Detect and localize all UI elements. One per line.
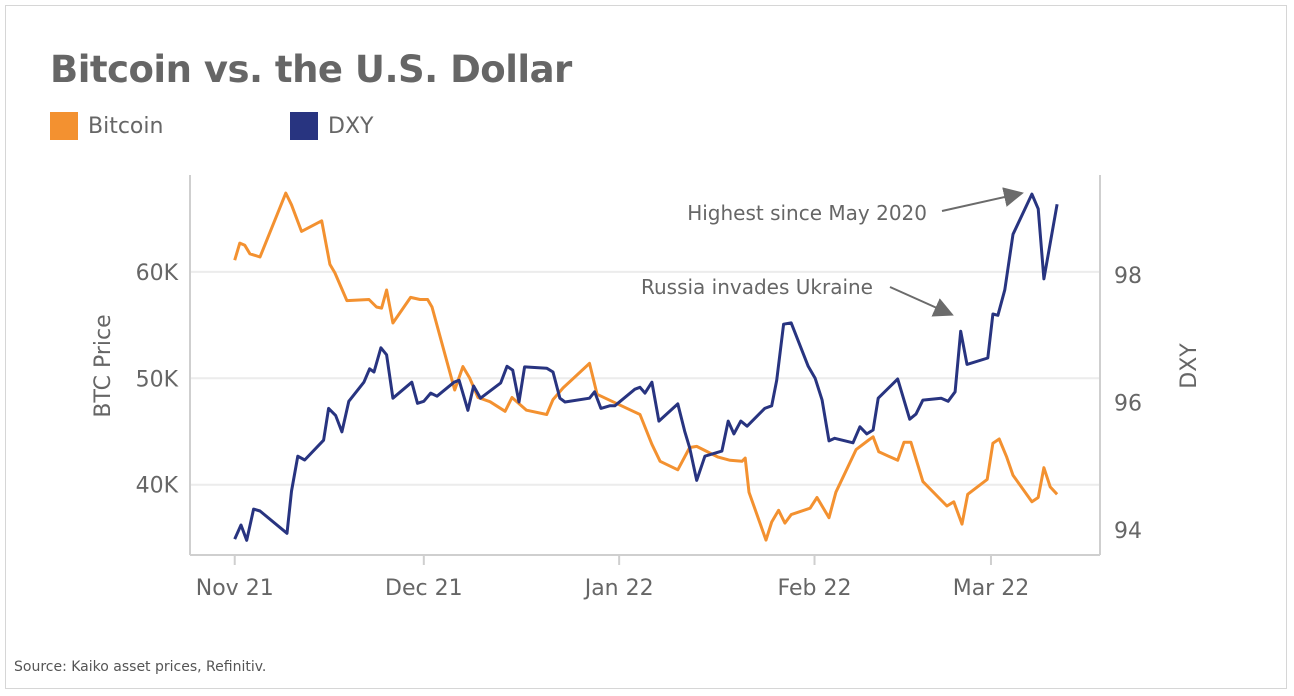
x-tick-label: Jan 22 [583, 576, 654, 601]
x-tick-label: Mar 22 [953, 576, 1030, 601]
series-line-dxy [233, 192, 1059, 542]
annotation-arrow-highest [941, 187, 1024, 212]
legend-item-dxy: DXY [290, 112, 373, 140]
legend-swatch-dxy [290, 112, 318, 140]
x-tick-label: Nov 21 [196, 576, 274, 601]
y-right-tick-label: 94 [1114, 519, 1142, 544]
y-left-tick-label: 60K [136, 261, 179, 286]
chart-frame [5, 5, 1287, 689]
y-right-tick-label: 98 [1114, 264, 1142, 289]
legend-item-bitcoin: Bitcoin [50, 112, 163, 140]
legend-swatch-bitcoin [50, 112, 78, 140]
series-line-bitcoin [233, 191, 1059, 542]
y-right-axis-title: DXY [1177, 343, 1202, 389]
y-left-tick-label: 50K [136, 367, 179, 392]
legend-label-bitcoin: Bitcoin [88, 113, 164, 139]
x-tick-label: Feb 22 [778, 576, 852, 601]
annotation-invasion: Russia invades Ukraine [641, 275, 873, 299]
y-left-tick-label: 40K [136, 474, 179, 499]
y-right-tick-label: 96 [1114, 392, 1142, 417]
chart-title: Bitcoin vs. the U.S. Dollar [50, 48, 572, 91]
y-left-axis-title: BTC Price [91, 314, 116, 417]
source-note: Source: Kaiko asset prices, Refinitiv. [14, 659, 267, 675]
annotation-highest: Highest since May 2020 [687, 201, 927, 225]
annotation-arrow-invasion [889, 286, 954, 317]
x-tick-label: Dec 21 [385, 576, 463, 601]
legend-label-dxy: DXY [328, 113, 374, 139]
